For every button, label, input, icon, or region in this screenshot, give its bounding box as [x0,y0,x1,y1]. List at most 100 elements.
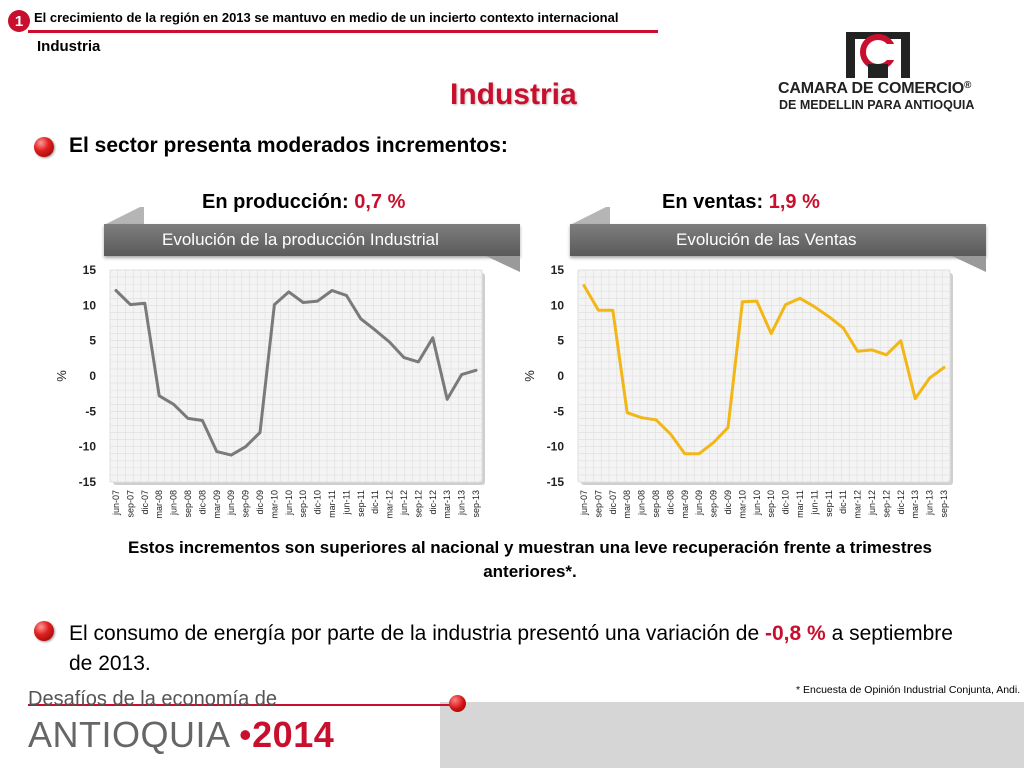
x-tick-label: mar-08 [622,490,632,519]
x-tick-label: jun-13 [925,490,935,516]
footer-brand: ANTIOQUIA •2014 [28,714,335,755]
data-point [316,299,319,303]
data-point [258,431,262,434]
data-point [669,432,672,436]
header-divider [28,30,658,33]
x-tick-label: dic-12 [428,490,438,515]
x-tick-label: jun-10 [284,490,294,516]
x-tick-label: sep-08 [183,490,193,518]
data-point [798,297,802,300]
y-tick-label: 10 [83,298,97,312]
data-point [287,290,290,294]
data-point [474,369,478,372]
y-tick-label: -10 [79,440,97,454]
x-tick-label: mar-09 [680,490,690,519]
x-tick-label: sep-10 [766,490,776,518]
x-tick-label: sep-08 [651,490,661,518]
y-tick-label: -15 [547,475,565,489]
y-tick-label: 0 [557,369,564,383]
y-tick-label: 0 [89,369,96,383]
data-point [726,426,730,429]
x-tick-label: sep-12 [881,490,891,518]
bullet-icon [34,137,54,157]
y-tick-label: -5 [85,404,96,418]
data-point [431,336,434,340]
data-point [129,303,132,306]
x-tick-label: sep-13 [939,490,949,518]
x-tick-label: jun-08 [169,490,179,516]
x-tick-label: mar-13 [442,490,452,519]
production-line-chart: 15 10 5 0 -5 -10 -15% jun-07 sep-07 dic-07 mar-08 j… [54,263,485,519]
data-point [842,326,845,330]
x-tick-label: sep-07 [125,490,135,518]
x-tick-label: mar-13 [910,490,920,519]
y-tick-label: 15 [551,263,565,277]
data-point [784,303,787,306]
data-point [640,416,643,419]
data-point [770,332,773,335]
y-tick-label: 5 [557,334,564,348]
x-tick-label: dic-08 [197,490,207,515]
data-point [446,398,449,401]
data-point [172,403,175,406]
data-point [698,452,701,455]
data-point [302,301,305,304]
x-tick-label: mar-10 [269,490,279,519]
data-point [942,366,946,369]
data-point [597,309,600,312]
x-tick-label: jun-12 [867,490,877,516]
data-point [244,445,247,448]
data-point [230,453,233,457]
sales-line-chart: 15 10 5 0 -5 -10 -15% jun-07 sep-07 dic-07 mar-08 j… [522,263,953,519]
lead-text: El sector presenta moderados incrementos… [69,134,508,157]
data-point [928,376,931,380]
banner-fold-decoration [952,256,986,272]
banner-fold-decoration [104,207,144,227]
x-tick-label: sep-07 [593,490,603,518]
data-point [611,309,614,312]
x-tick-label: dic-07 [608,490,618,515]
bullet-icon [34,621,54,641]
y-tick-label: -15 [79,475,97,489]
energy-consumption-text: El consumo de energía por parte de la in… [69,622,953,675]
x-tick-label: mar-12 [853,490,863,519]
x-tick-label: mar-10 [737,490,747,519]
series-line [582,284,946,456]
data-point [885,353,888,356]
x-tick-label: dic-11 [838,490,848,514]
x-tick-label: dic-10 [781,490,791,515]
x-tick-label: mar-11 [327,490,337,518]
x-tick-label: jun-12 [399,490,409,516]
x-tick-label: sep-11 [356,490,366,517]
y-tick-label: -10 [547,440,565,454]
kpi-production: En producción: 0,7 % [202,191,406,213]
data-point [914,397,917,400]
x-tick-label: sep-11 [824,490,834,517]
data-point [402,356,406,359]
x-tick-label: jun-09 [226,490,236,516]
x-tick-label: dic-09 [255,490,265,515]
x-tick-label: jun-10 [752,490,762,516]
data-point [201,419,204,422]
x-tick-label: jun-07 [579,490,589,516]
y-tick-label: 5 [89,334,96,348]
x-tick-label: sep-09 [241,490,251,518]
x-tick-label: sep-12 [413,490,423,518]
data-point [143,302,146,305]
data-point [813,305,816,308]
data-point [856,350,859,353]
x-tick-label: dic-09 [723,490,733,515]
series-line [114,289,478,457]
y-axis-label: % [54,370,69,382]
kpi-sales: En ventas: 1,9 % [662,191,820,213]
chart-title-banner-sales: Evolución de las Ventas [570,224,986,256]
header-title: El crecimiento de la región en 2013 se m… [34,10,619,25]
footer-band [440,702,1024,768]
footer-subtitle: Desafíos de la economía de [28,688,278,710]
x-tick-label: sep-13 [471,490,481,518]
x-tick-label: jun-09 [694,490,704,516]
data-point [417,360,420,364]
page-title: Industria [450,78,577,111]
data-point [683,452,686,455]
data-point [374,328,377,332]
